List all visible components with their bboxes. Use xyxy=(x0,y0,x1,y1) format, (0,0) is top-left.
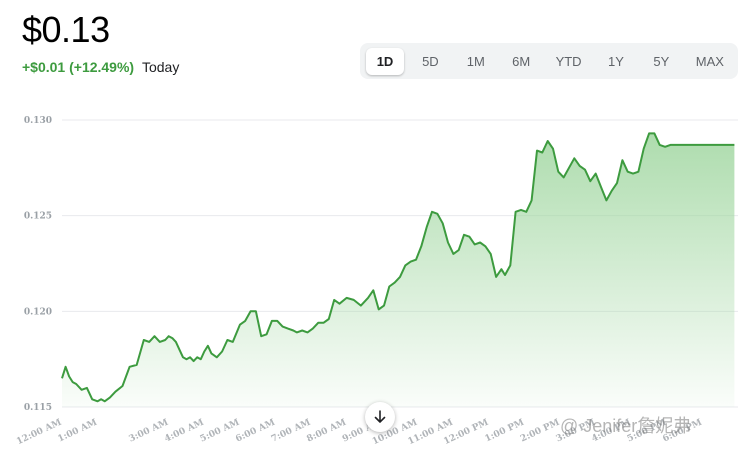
range-1y-button[interactable]: 1Y xyxy=(608,53,624,69)
range-selector: 1D 5D 1M 6M YTD 1Y 5Y MAX xyxy=(360,43,738,79)
price-value: $0.13 xyxy=(22,9,110,50)
x-tick-label: 12:00 AM xyxy=(15,418,63,448)
price-change: +$0.01 (+12.49%) xyxy=(22,59,135,75)
y-tick-label: 0.125 xyxy=(24,212,52,222)
y-tick-label: 0.130 xyxy=(24,116,52,126)
range-ytd-button[interactable]: YTD xyxy=(555,53,582,69)
x-tick-label: 5:00 AM xyxy=(199,418,241,445)
x-tick-label: 7:00 AM xyxy=(270,418,312,445)
price-area-fill xyxy=(62,133,735,407)
period-label: Today xyxy=(141,59,180,75)
x-tick-label: 1:00 AM xyxy=(56,418,98,445)
price-line xyxy=(61,132,735,403)
range-max-button[interactable]: MAX xyxy=(695,53,724,69)
range-5d-button[interactable]: 5D xyxy=(422,53,439,69)
x-tick-label: 4:00 AM xyxy=(163,418,205,445)
x-tick-label: 1:00 PM xyxy=(484,418,526,445)
arrow-down-icon xyxy=(374,410,386,423)
range-1m-button[interactable]: 1M xyxy=(466,53,485,69)
change-row: +$0.01 (+12.49%) Today xyxy=(22,58,179,76)
y-tick-label: 0.120 xyxy=(24,307,52,317)
range-6m-button[interactable]: 6M xyxy=(512,53,531,69)
y-tick-label: 0.115 xyxy=(24,403,52,413)
x-tick-label: 3:00 AM xyxy=(128,418,170,445)
watermark: @ Jenifer詹妮弗 xyxy=(560,416,692,436)
range-1d-button[interactable]: 1D xyxy=(366,47,404,75)
x-tick-label: 8:00 AM xyxy=(305,418,347,445)
scroll-down-button[interactable] xyxy=(365,402,395,432)
range-5y-button[interactable]: 5Y xyxy=(653,53,670,69)
x-tick-label: 6:00 AM xyxy=(234,418,276,445)
price-chart[interactable]: 0.130 0.125 0.120 0.115 12:00 AM1:00 AM 3:00… xyxy=(0,100,746,451)
y-axis: 0.130 0.125 0.120 0.115 xyxy=(24,116,52,413)
x-tick-label: 2:00 PM xyxy=(519,418,561,445)
